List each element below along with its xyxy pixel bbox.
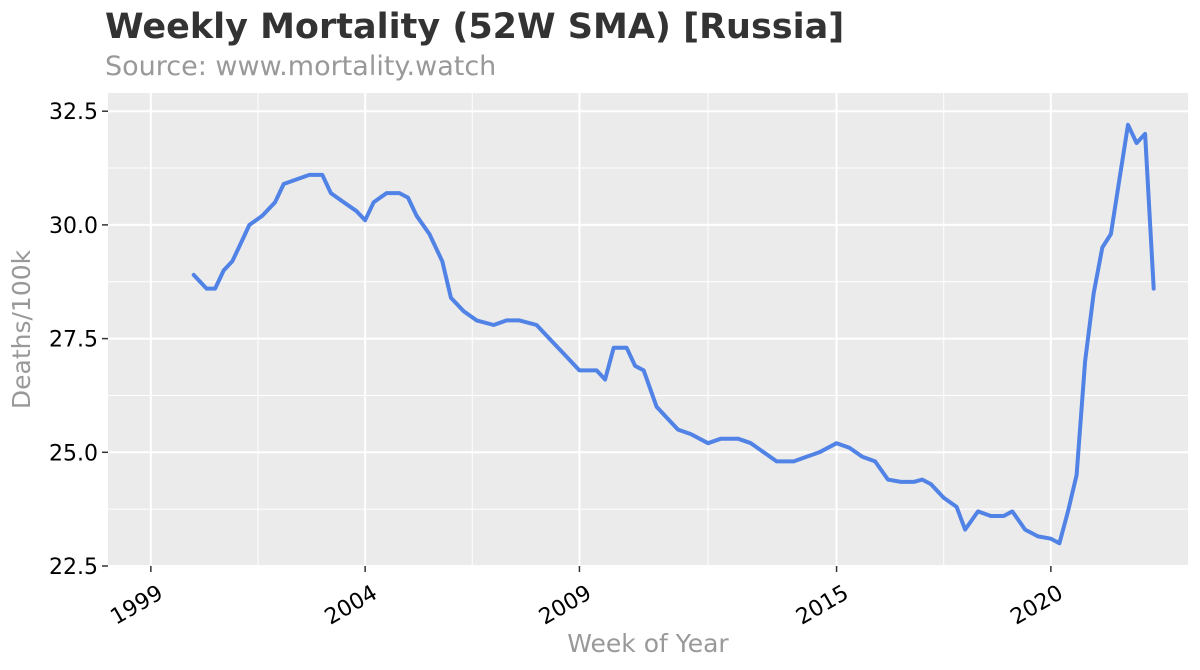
x-tick-label: 1999: [106, 581, 167, 631]
series-layer: [191, 122, 1156, 546]
y-tick-label: 30.0: [49, 214, 98, 239]
x-tick-label: 2020: [1006, 581, 1067, 631]
x-tick-label: 2004: [321, 581, 382, 631]
x-tick-label: 2009: [535, 581, 596, 631]
y-tick-label: 27.5: [49, 328, 98, 353]
y-axis: 22.5 25.0 27.5 30.0 32.5: [49, 100, 108, 580]
series-line-0: [191, 122, 1156, 546]
plot-background: [108, 93, 1188, 566]
y-tick-label: 22.5: [49, 555, 98, 580]
grid-minor: [108, 93, 1188, 566]
x-axis-title: Week of Year: [567, 629, 729, 658]
y-tick-label: 25.0: [49, 441, 98, 466]
grid-major: [108, 93, 1188, 567]
y-axis-title: Deaths/100k: [7, 249, 36, 409]
chart-title: Weekly Mortality (52W SMA) [Russia]: [105, 7, 844, 47]
x-axis: 1999 2004 2009 2015 2020: [106, 566, 1067, 630]
y-tick-label: 32.5: [49, 100, 98, 125]
x-tick-label: 2015: [792, 581, 853, 631]
chart-subtitle: Source: www.mortality.watch: [105, 51, 496, 82]
